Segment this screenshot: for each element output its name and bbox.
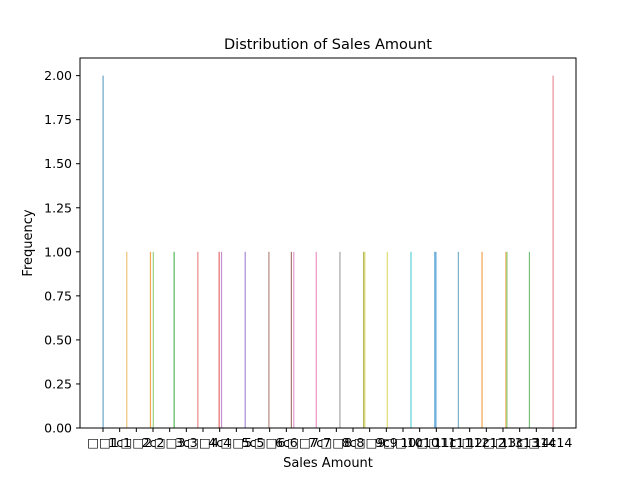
y-tick-label-2: 0.50	[44, 332, 72, 347]
x-tick-label-8: □□5	[221, 435, 253, 450]
x-tick-label-26: □□14	[517, 435, 557, 450]
x-tick-label-17: 9c9	[375, 435, 398, 450]
histogram-bar-22	[505, 251, 507, 428]
x-tick-label-24: □□13	[483, 435, 523, 450]
y-tick-label-8: 2.00	[44, 68, 72, 83]
histogram-bar-15	[364, 251, 366, 428]
y-tick-label-3: 0.75	[44, 288, 72, 303]
histogram-bar-1	[126, 251, 128, 428]
y-tick-label-5: 1.25	[44, 200, 72, 215]
x-tick-label-23: 12c12	[467, 435, 506, 450]
x-ticks-group: □□11c1□□22c2□□33c3□□44c4□□55c5□□66c6□□77…	[87, 428, 572, 450]
histogram-bar-0	[102, 75, 104, 429]
histogram-bar-16	[386, 251, 388, 428]
histogram-bar-19	[435, 251, 437, 428]
x-tick-label-12: □□7	[287, 435, 319, 450]
histogram-bar-10	[290, 251, 292, 428]
plot-frame	[79, 57, 577, 429]
x-tick-label-20: □□11	[417, 435, 457, 450]
y-ticks-group: 0.00 0.25 0.50 0.75 1.00 1.25 1.50 1.75 2.00	[44, 68, 80, 436]
x-tick-label-21: 11c11	[434, 435, 473, 450]
y-tick-label-6: 1.50	[44, 156, 72, 171]
histogram-bar-2	[149, 251, 152, 428]
y-tick-label-4: 1.00	[44, 244, 72, 259]
y-tick-label-0: 0.00	[44, 421, 72, 436]
x-tick-label-2: □□2	[121, 435, 153, 450]
x-axis-label: Sales Amount	[283, 456, 373, 471]
x-tick-label-19: 10c10	[400, 435, 439, 450]
y-tick-label-7: 1.75	[44, 112, 72, 127]
x-tick-label-6: □□4	[187, 435, 219, 450]
x-tick-label-0: □□1	[87, 435, 119, 450]
histogram-bar-21	[481, 251, 483, 428]
histogram-bar-5	[197, 251, 199, 428]
histogram-bar-14	[363, 251, 365, 428]
chart-title: Distribution of Sales Amount	[224, 37, 432, 53]
x-tick-label-9: 5c5	[242, 435, 265, 450]
plot-area	[80, 58, 576, 428]
histogram-bar-17	[410, 251, 412, 428]
x-tick-label-7: 4c4	[208, 435, 231, 450]
histogram-bar-7	[220, 251, 223, 428]
x-tick-label-1: 1c1	[108, 435, 131, 450]
histogram-bar-6	[218, 251, 220, 428]
y-axis-label: Frequency	[21, 209, 36, 276]
x-tick-label-18: □□10	[383, 435, 423, 450]
histogram-bar-18	[434, 251, 436, 428]
x-tick-label-4: □□3	[154, 435, 186, 450]
histogram-bar-12	[315, 251, 317, 428]
bars-group	[102, 75, 554, 429]
x-tick-label-27: 14c14	[534, 435, 573, 450]
x-tick-label-13: 7c7	[308, 435, 331, 450]
histogram-bar-24	[528, 251, 531, 428]
x-tick-label-11: 6c6	[275, 435, 298, 450]
x-tick-label-14: □□8	[321, 435, 353, 450]
x-tick-label-5: 3c3	[175, 435, 198, 450]
x-tick-label-15: 8c8	[342, 435, 365, 450]
histogram-bar-20	[457, 251, 459, 428]
x-tick-label-22: □□12	[450, 435, 490, 450]
x-tick-label-3: 2c2	[142, 435, 165, 450]
histogram-bar-9	[268, 251, 270, 428]
histogram-bar-4	[173, 251, 175, 428]
histogram-bar-23	[506, 251, 508, 428]
histogram-bar-3	[152, 251, 154, 428]
x-tick-label-16: □□9	[354, 435, 386, 450]
x-tick-label-25: 13c13	[500, 435, 539, 450]
histogram-bar-8	[244, 251, 246, 428]
y-tick-label-1: 0.25	[44, 376, 72, 391]
histogram-bar-25	[552, 75, 554, 429]
x-tick-label-10: □□6	[254, 435, 286, 450]
histogram-bar-11	[293, 251, 295, 428]
histogram-bar-13	[339, 251, 341, 428]
